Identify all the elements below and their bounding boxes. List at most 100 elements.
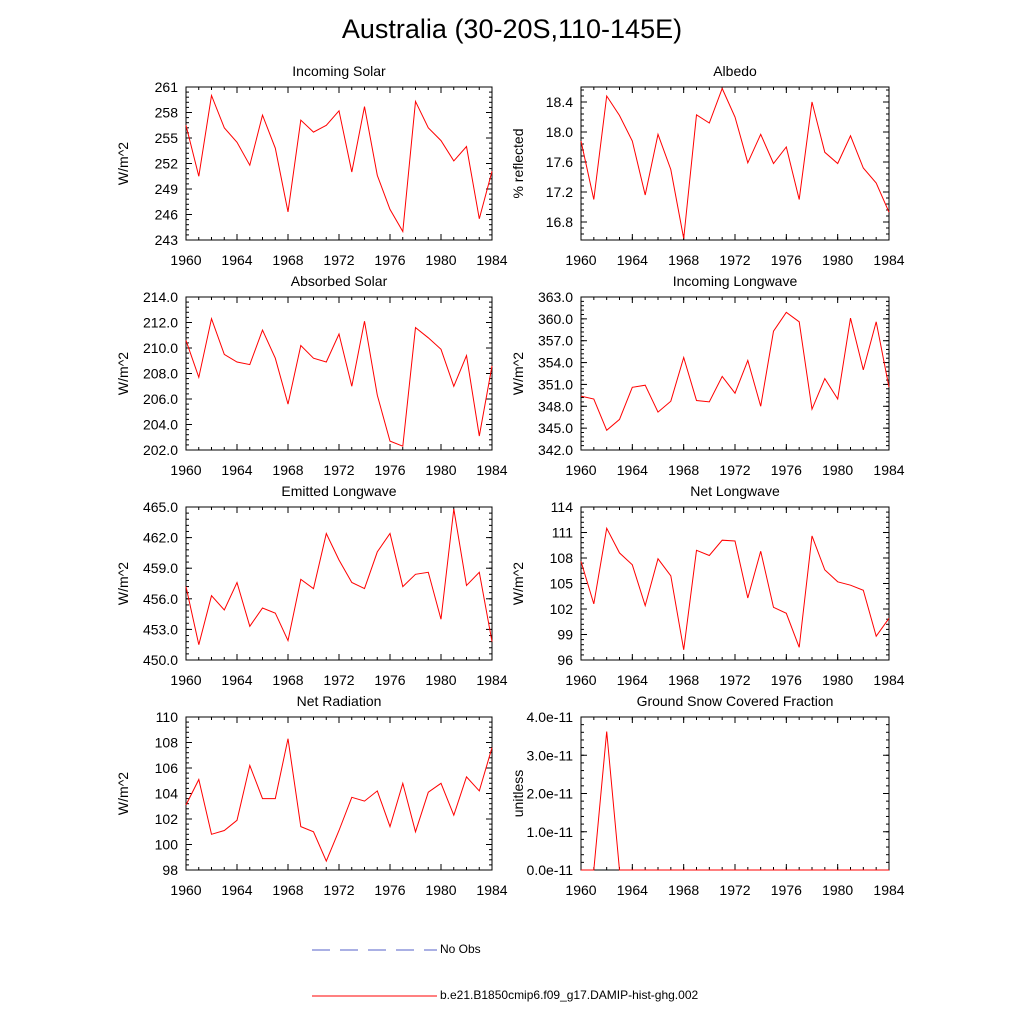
chart-1-xtick-label: 1968 (272, 252, 303, 268)
chart-3-xtick-label: 1960 (170, 462, 201, 478)
chart-3-xtick-label: 1976 (374, 462, 405, 478)
chart-5-ytick-label: 453.0 (143, 621, 178, 637)
chart-1-ytick-label: 258 (155, 105, 179, 121)
chart-6-title: Net Longwave (690, 483, 780, 499)
chart-3-xtick-label: 1968 (272, 462, 303, 478)
chart-7-xtick-label: 1980 (425, 882, 456, 898)
chart-6-xtick-label: 1960 (565, 672, 596, 688)
chart-3-xtick-label: 1980 (425, 462, 456, 478)
chart-4-xtick-label: 1968 (668, 462, 699, 478)
chart-2-ytick-label: 18.4 (546, 94, 573, 110)
chart-4-xtick-label: 1972 (719, 462, 750, 478)
chart-6-series-line (580, 526, 890, 650)
chart-3-ytick-label: 214.0 (143, 289, 178, 305)
chart-1-ytick-label: 255 (155, 130, 179, 146)
chart-8-ytick-label: 3.0e-11 (527, 747, 574, 763)
chart-3-ytick-label: 208.0 (143, 366, 178, 382)
chart-7-ytick-label: 100 (155, 837, 179, 853)
chart-6-ytick-label: 108 (550, 550, 574, 566)
chart-7-ytick-label: 98 (162, 862, 178, 878)
chart-7-xtick-label: 1960 (170, 882, 201, 898)
chart-5-title: Emitted Longwave (281, 483, 396, 499)
chart-8-ytick-label: 0.0e-11 (527, 862, 574, 878)
legend-label-model: b.e21.B1850cmip6.f09_g17.DAMIP-hist-ghg.… (440, 988, 699, 1002)
chart-4-ytick-label: 342.0 (538, 442, 573, 458)
chart-4-ytick-label: 351.0 (538, 376, 573, 392)
chart-3-xtick-label: 1972 (323, 462, 354, 478)
legend-label-no-obs: No Obs (440, 942, 481, 956)
figure-title: Australia (30-20S,110-145E) (341, 14, 683, 44)
chart-4-xtick-label: 1984 (873, 462, 904, 478)
chart-7-title: Net Radiation (297, 693, 382, 709)
chart-7-ytick-label: 106 (155, 760, 179, 776)
chart-5-xtick-label: 1984 (476, 672, 507, 688)
chart-3-ytick-label: 206.0 (143, 391, 178, 407)
chart-8-xtick-label: 1984 (873, 882, 904, 898)
chart-8-xtick-label: 1980 (822, 882, 853, 898)
chart-7-ytick-label: 102 (155, 811, 179, 827)
chart-3-ytick-label: 204.0 (143, 417, 178, 433)
chart-2-xtick-label: 1960 (565, 252, 596, 268)
chart-2-xtick-label: 1980 (822, 252, 853, 268)
chart-8-xtick-label: 1968 (668, 882, 699, 898)
chart-6-ytick-label: 114 (551, 499, 574, 515)
chart-4-xtick-label: 1976 (771, 462, 802, 478)
chart-5-xtick-label: 1976 (374, 672, 405, 688)
chart-1-xtick-label: 1960 (170, 252, 201, 268)
chart-6-xtick-label: 1980 (822, 672, 853, 688)
chart-2-ylabel: % reflected (510, 128, 526, 198)
chart-3-ytick-label: 202.0 (143, 442, 178, 458)
chart-5-xtick-label: 1972 (323, 672, 354, 688)
chart-5-ytick-label: 456.0 (143, 591, 178, 607)
chart-8-ytick-label: 2.0e-11 (527, 786, 574, 802)
chart-5-xtick-label: 1964 (221, 672, 252, 688)
chart-4-ytick-label: 348.0 (538, 398, 573, 414)
chart-4-ylabel: W/m^2 (510, 352, 526, 395)
chart-8-xtick-label: 1976 (771, 882, 802, 898)
chart-1-xtick-label: 1984 (476, 252, 507, 268)
chart-2-xtick-label: 1972 (719, 252, 750, 268)
chart-7-xtick-label: 1972 (323, 882, 354, 898)
chart-2-ytick-label: 18.0 (546, 124, 573, 140)
chart-5-xtick-label: 1980 (425, 672, 456, 688)
chart-8-title: Ground Snow Covered Fraction (637, 693, 834, 709)
chart-6-xtick-label: 1976 (771, 672, 802, 688)
chart-1-series-line (185, 93, 493, 234)
chart-2-ytick-label: 16.8 (546, 214, 573, 230)
chart-2-xtick-label: 1968 (668, 252, 699, 268)
chart-4-ytick-label: 360.0 (538, 311, 573, 327)
chart-3-title: Absorbed Solar (291, 273, 388, 289)
chart-5-xtick-label: 1960 (170, 672, 201, 688)
chart-6-xtick-label: 1968 (668, 672, 699, 688)
chart-1-ytick-label: 252 (155, 156, 179, 172)
chart-3-xtick-label: 1964 (221, 462, 252, 478)
chart-6-ylabel: W/m^2 (510, 562, 526, 605)
chart-8-ytick-label: 1.0e-11 (527, 824, 574, 840)
chart-7-ytick-label: 104 (155, 786, 179, 802)
chart-6-xtick-label: 1972 (719, 672, 750, 688)
chart-1-xtick-label: 1980 (425, 252, 456, 268)
chart-5-xtick-label: 1968 (272, 672, 303, 688)
chart-5-ylabel: W/m^2 (115, 562, 131, 605)
chart-1-xtick-label: 1964 (221, 252, 252, 268)
chart-1-xtick-label: 1976 (374, 252, 405, 268)
chart-8-xtick-label: 1964 (617, 882, 648, 898)
chart-7-xtick-label: 1968 (272, 882, 303, 898)
chart-3-ytick-label: 210.0 (143, 340, 178, 356)
chart-4-ytick-label: 363.0 (538, 289, 573, 305)
chart-5-ytick-label: 462.0 (143, 530, 178, 546)
chart-1-ytick-label: 249 (155, 181, 179, 197)
chart-2-title: Albedo (713, 63, 757, 79)
chart-6-xtick-label: 1964 (617, 672, 648, 688)
chart-2-xtick-label: 1984 (873, 252, 904, 268)
chart-8-xtick-label: 1972 (719, 882, 750, 898)
chart-6-ytick-label: 99 (557, 627, 573, 643)
chart-6-xtick-label: 1984 (873, 672, 904, 688)
chart-8-series-line (581, 731, 889, 871)
chart-2-ytick-label: 17.6 (546, 154, 573, 170)
chart-8-ytick-label: 4.0e-11 (527, 709, 574, 725)
chart-8-ylabel: unitless (510, 770, 526, 817)
chart-4-ytick-label: 357.0 (538, 333, 573, 349)
